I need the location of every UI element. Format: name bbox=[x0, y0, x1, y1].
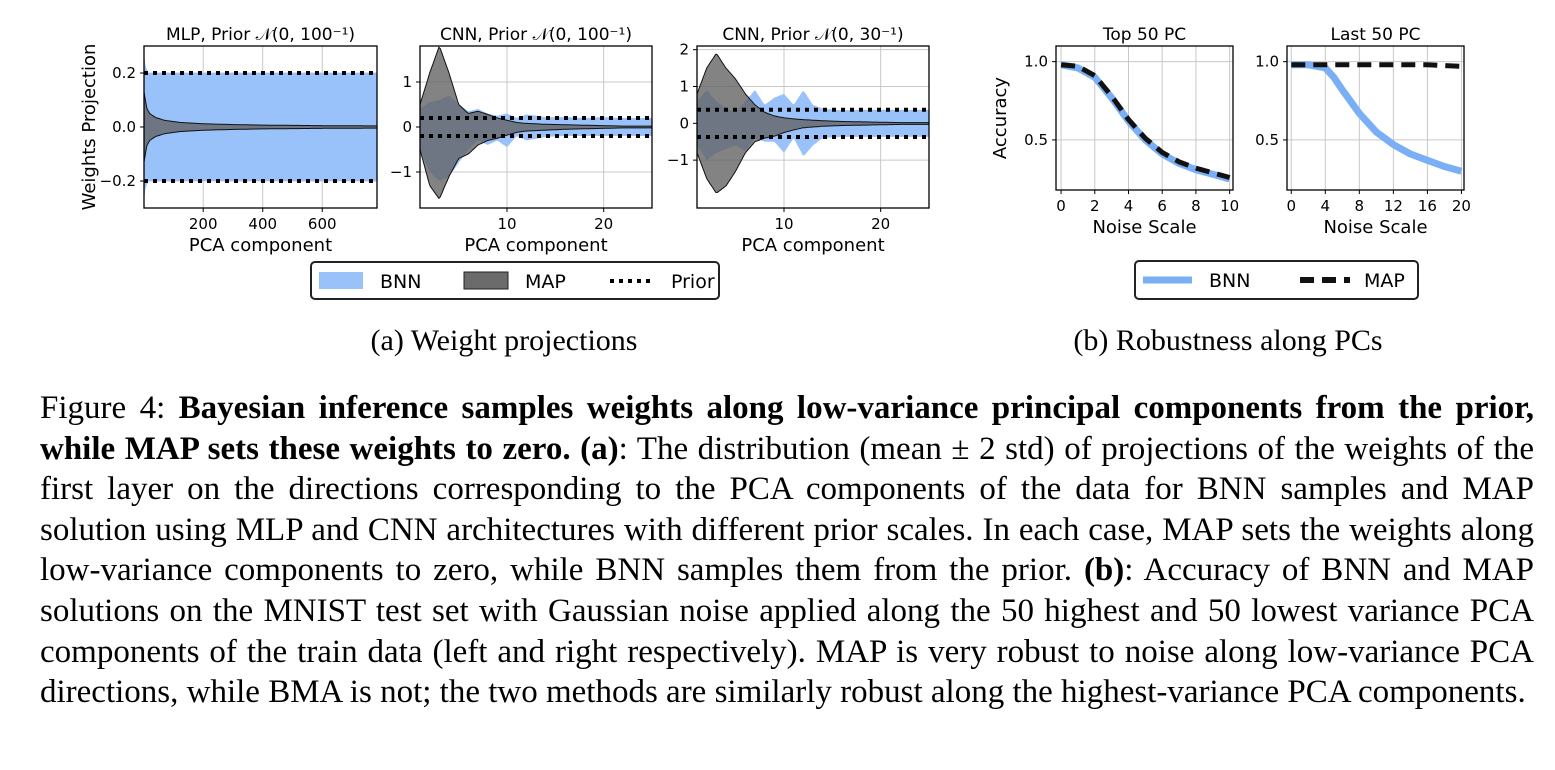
legend-b-bnn-label: BNN bbox=[1209, 270, 1250, 292]
panel-1: 200 400 600 −0.2 0.0 0.2 MLP, Prior 𝒩(0, 100⁻¹… bbox=[79, 25, 378, 256]
series-bnn-line bbox=[1060, 61, 1231, 183]
panel-5: 0 4 8 12 16 20 0.5 1.0 Last 50 PC Noise Scale bbox=[1255, 25, 1471, 238]
legend-b-frame bbox=[1134, 260, 1419, 300]
x-tick-label: 16 bbox=[1418, 197, 1437, 215]
panel-3: 10 20 −1 0 1 2 CNN, Prior 𝒩(0, 30⁻¹) PCA compon… bbox=[667, 25, 930, 256]
series-map-line bbox=[1291, 62, 1462, 69]
legend-b-map-label: MAP bbox=[1364, 270, 1405, 292]
x-tick-label: 6 bbox=[1157, 197, 1167, 215]
caption-part-b-tag: (b) bbox=[1083, 552, 1125, 589]
y-tick-label: 1 bbox=[679, 78, 689, 96]
panel-title: CNN, Prior 𝒩(0, 100⁻¹) bbox=[440, 25, 632, 45]
legend-a-map-swatch bbox=[463, 271, 509, 290]
subcaption-a: (a) Weight projections bbox=[371, 324, 638, 357]
plot-area bbox=[1291, 61, 1463, 175]
y-tick-label: 0 bbox=[402, 118, 412, 136]
y-tick-label: 0 bbox=[679, 114, 689, 132]
y-axis-label: Accuracy bbox=[990, 77, 1011, 160]
y-tick-label: 0.2 bbox=[112, 64, 136, 82]
map-band bbox=[144, 91, 377, 163]
y-tick-label: 1.0 bbox=[1255, 53, 1279, 71]
x-tick-label: 8 bbox=[1191, 197, 1201, 215]
plot-area bbox=[420, 46, 652, 200]
panel-title: CNN, Prior 𝒩(0, 30⁻¹) bbox=[722, 25, 903, 45]
panel-title: Top 50 PC bbox=[1102, 25, 1186, 45]
caption-bold-title: Bayesian inference samples weights along… bbox=[40, 390, 1535, 467]
axes-frame bbox=[1055, 45, 1234, 191]
caption-label: Figure 4: bbox=[40, 390, 166, 426]
y-tick-label: −1 bbox=[667, 151, 689, 169]
y-tick-label: 2 bbox=[679, 41, 689, 59]
panel-2: 10 20 −1 0 1 CNN, Prior 𝒩(0, 100⁻¹) PCA compon… bbox=[390, 25, 653, 256]
x-tick-label: 10 bbox=[774, 215, 793, 233]
x-tick-label: 20 bbox=[1452, 197, 1471, 215]
y-tick-label: −1 bbox=[390, 163, 412, 181]
x-tick-label: 10 bbox=[497, 215, 516, 233]
panel-4: 0 2 4 6 8 10 0.5 1.0 Top 50 PC Noise Scale Accurac… bbox=[990, 25, 1239, 238]
series-bnn-line bbox=[1291, 61, 1463, 175]
caption-part-a-text: : The distribution (mean ± 2 std) of pro… bbox=[40, 430, 1535, 589]
legend-a-frame bbox=[310, 261, 720, 300]
map-band bbox=[697, 53, 929, 193]
y-tick-label: −0.2 bbox=[100, 172, 136, 190]
x-tick-label: 8 bbox=[1355, 197, 1365, 215]
x-tick-label: 12 bbox=[1384, 197, 1403, 215]
x-axis-label: Noise Scale bbox=[1323, 217, 1427, 238]
panel-title: Last 50 PC bbox=[1331, 25, 1421, 45]
x-tick-label: 20 bbox=[871, 215, 890, 233]
y-tick-label: 0.5 bbox=[1024, 131, 1048, 149]
subcaption-b: (b) Robustness along PCs bbox=[1073, 324, 1382, 357]
series-map-line bbox=[1060, 62, 1231, 180]
x-tick-label: 600 bbox=[308, 215, 337, 233]
y-tick-label: 0.5 bbox=[1255, 131, 1279, 149]
x-axis-label: PCA component bbox=[741, 235, 884, 256]
x-tick-label: 10 bbox=[1220, 197, 1239, 215]
plot-area bbox=[144, 54, 377, 200]
caption-part-a-tag: (a) bbox=[580, 430, 619, 467]
y-tick-label: 0.0 bbox=[112, 118, 136, 136]
caption-part-b-text: : Accuracy of BNN and MAP solutions on t… bbox=[40, 552, 1535, 711]
x-tick-label: 400 bbox=[248, 215, 277, 233]
x-axis-label: PCA component bbox=[464, 235, 607, 256]
y-axis-label: Weights Projection bbox=[79, 44, 100, 211]
legend-a-bnn-swatch bbox=[319, 272, 363, 289]
map-band bbox=[420, 46, 652, 200]
axes-frame bbox=[1286, 45, 1465, 191]
x-axis-label: PCA component bbox=[189, 235, 332, 256]
x-tick-label: 4 bbox=[1321, 197, 1331, 215]
legend-a-map-label: MAP bbox=[525, 271, 566, 293]
plot-area bbox=[1060, 61, 1231, 183]
y-tick-label: 1 bbox=[402, 73, 412, 91]
x-axis-label: Noise Scale bbox=[1092, 217, 1196, 238]
legend-a-prior-label: Prior bbox=[671, 271, 715, 293]
legend-a-bnn-label: BNN bbox=[380, 271, 421, 293]
x-tick-label: 0 bbox=[1056, 197, 1066, 215]
plot-area bbox=[697, 53, 929, 193]
legend-a: BNN MAP Prior bbox=[310, 261, 720, 300]
legend-b: BNN MAP bbox=[1134, 260, 1419, 300]
y-tick-label: 1.0 bbox=[1024, 53, 1048, 71]
x-tick-label: 200 bbox=[189, 215, 218, 233]
x-tick-label: 0 bbox=[1286, 197, 1296, 215]
x-tick-label: 4 bbox=[1124, 197, 1134, 215]
axes-frame bbox=[696, 45, 930, 209]
panel-title: MLP, Prior 𝒩(0, 100⁻¹) bbox=[166, 25, 355, 45]
figure-caption: Figure 4: Bayesian inference samples wei… bbox=[40, 388, 1534, 713]
x-tick-label: 20 bbox=[594, 215, 613, 233]
x-tick-label: 2 bbox=[1090, 197, 1100, 215]
